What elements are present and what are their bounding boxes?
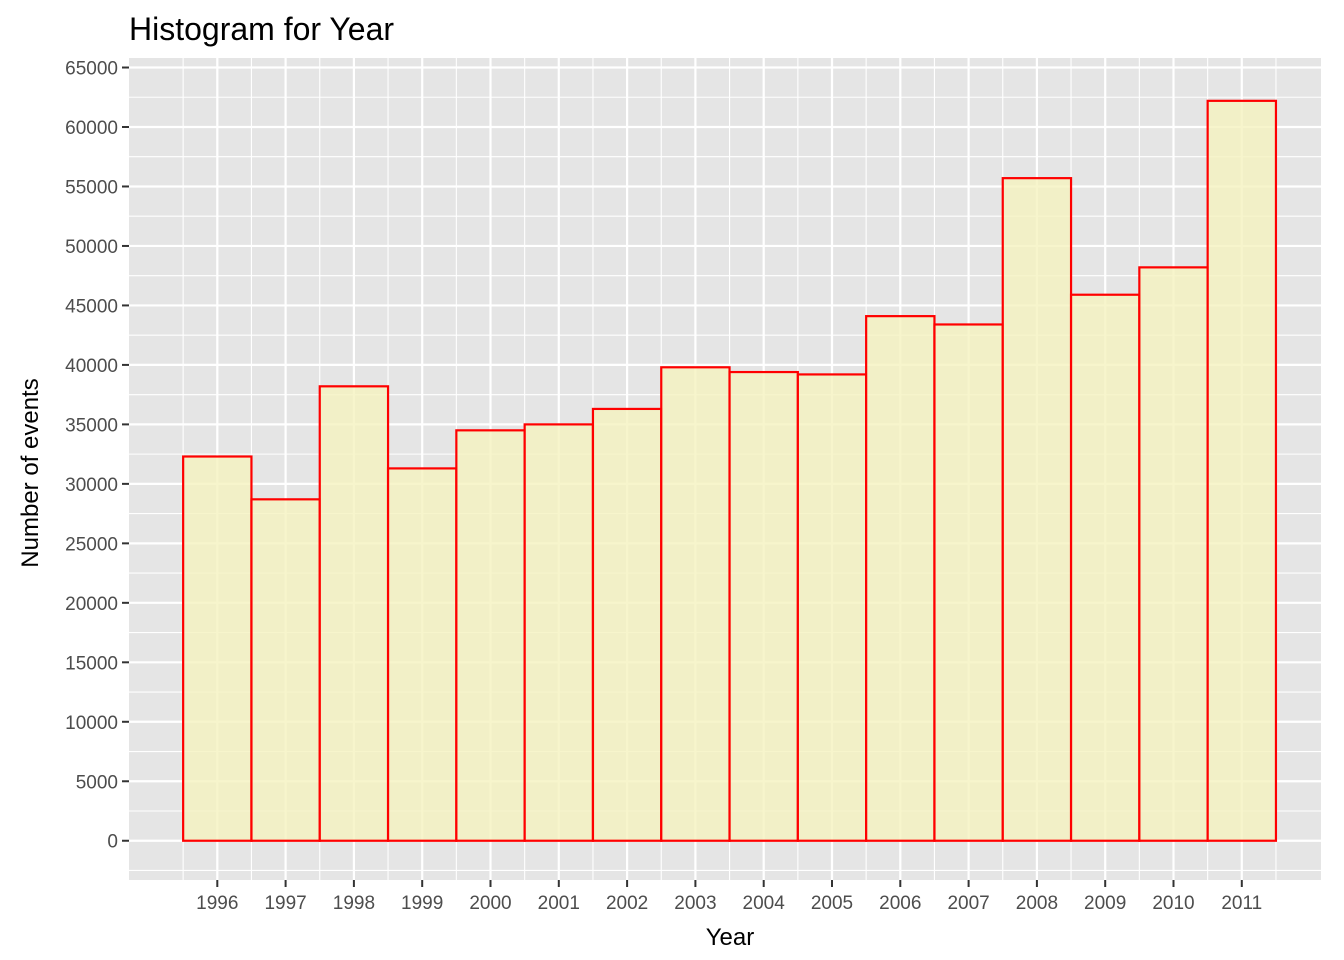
bar-1996: [182, 455, 253, 842]
y-tick-label: 60000: [65, 118, 118, 139]
bar-2011: [1206, 99, 1278, 842]
x-tick-label: 2004: [743, 893, 786, 914]
y-tick-label: 5000: [76, 772, 118, 793]
y-tick-label: 10000: [65, 713, 118, 734]
bar-2005: [796, 373, 868, 842]
y-tick-label: 50000: [65, 237, 118, 258]
x-tick-label: 1999: [401, 893, 443, 914]
y-tick-label: 25000: [65, 534, 118, 555]
x-tick-label: 1997: [264, 893, 306, 914]
x-tick-label: 2007: [947, 893, 989, 914]
bar-1998: [318, 385, 390, 842]
bar-2006: [865, 315, 936, 842]
x-tick-label: 2009: [1084, 893, 1126, 914]
x-tick-label: 2010: [1152, 893, 1194, 914]
y-tick-label: 55000: [65, 177, 118, 198]
chart-title: Histogram for Year: [129, 11, 394, 47]
y-tick-label: 15000: [65, 653, 118, 674]
y-axis-title: Number of events: [17, 378, 44, 567]
x-tick-label: 1998: [333, 893, 375, 914]
y-tick-label: 30000: [65, 475, 118, 496]
bar-2007: [933, 323, 1004, 842]
bar-2009: [1069, 293, 1141, 842]
bar-1997: [250, 498, 321, 842]
x-tick-label: 2008: [1016, 893, 1058, 914]
y-tick-label: 35000: [65, 415, 118, 436]
x-tick-label: 1996: [196, 893, 238, 914]
x-axis-title: Year: [706, 924, 755, 951]
bar-2004: [728, 370, 799, 842]
bar-2008: [1001, 177, 1073, 842]
x-tick-label: 2011: [1221, 893, 1262, 914]
bar-2010: [1138, 266, 1209, 842]
bars: [182, 99, 1278, 842]
bar-2000: [455, 429, 526, 842]
y-tick-label: 65000: [65, 59, 118, 80]
x-tick-label: 2002: [606, 893, 648, 914]
x-tick-label: 2000: [469, 893, 511, 914]
bar-2003: [660, 366, 731, 842]
y-tick-label: 45000: [65, 296, 118, 317]
y-tick-label: 20000: [65, 594, 118, 615]
bar-2001: [523, 423, 595, 842]
bar-1999: [386, 467, 458, 842]
x-tick-label: 2006: [879, 893, 921, 914]
y-axis: 0 5000 10000 15000 20000 25000 30000 35000 40000…: [65, 59, 129, 853]
x-tick-label: 2003: [674, 893, 716, 914]
x-tick-label: 2005: [811, 893, 853, 914]
x-axis: 1996 1997 1998 1999 2000 2001 2002 2003 2004 2005…: [196, 880, 1262, 914]
bar-2002: [591, 407, 663, 842]
x-tick-label: 2001: [538, 893, 580, 914]
y-tick-label: 40000: [65, 356, 118, 377]
y-tick-label: 0: [107, 832, 118, 853]
